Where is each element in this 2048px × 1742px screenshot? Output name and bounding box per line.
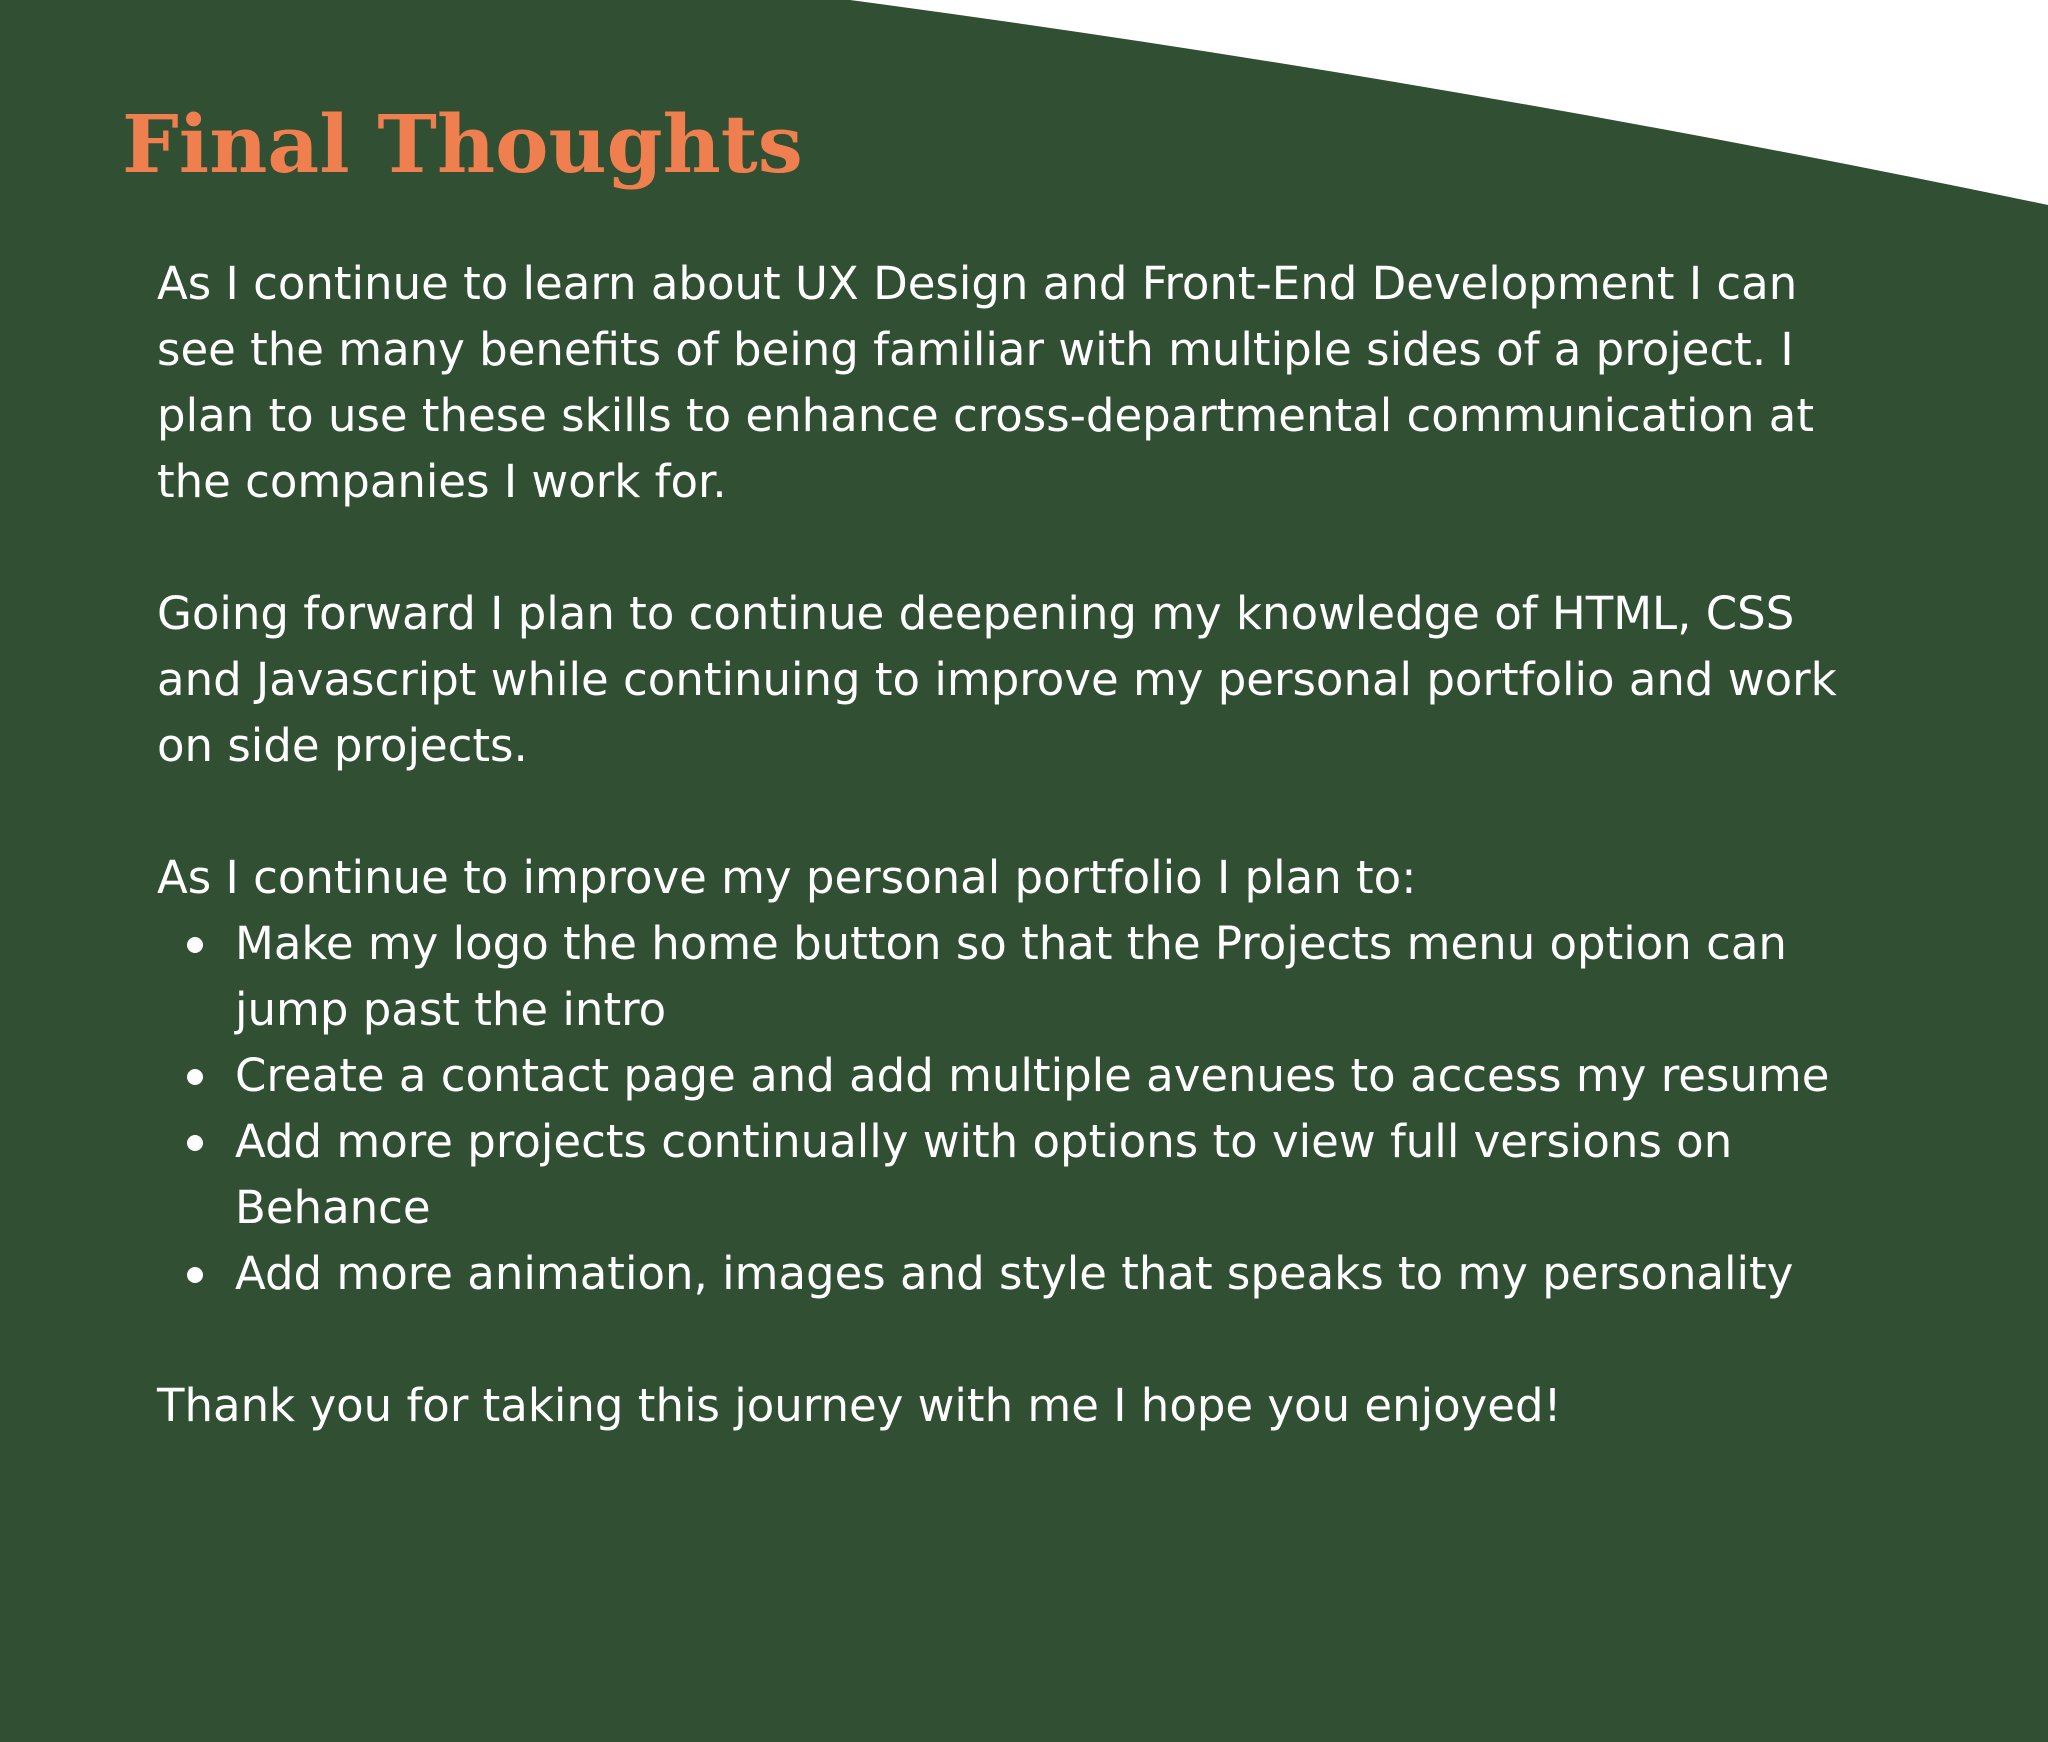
white-corner-curve [850,0,2048,205]
spacer [157,515,1877,581]
closing-line: Thank you for taking this journey with m… [157,1379,1562,1432]
paragraph-going-forward: Going forward I plan to continue deepeni… [157,587,1837,772]
list-item: Add more animation, images and style tha… [157,1241,1877,1307]
spacer [157,779,1877,845]
content-body: As I continue to learn about UX Design a… [157,251,1877,1439]
paragraph-ux-development: As I continue to learn about UX Design a… [157,257,1815,508]
paragraph-portfolio-intro: As I continue to improve my personal por… [157,851,1417,904]
page-title: Final Thoughts [122,97,803,191]
spacer [157,1307,1877,1373]
list-item: Make my logo the home button so that the… [157,911,1877,1043]
list-item-text: Add more projects continually with optio… [235,1115,1733,1234]
bullet-icon [187,1069,203,1085]
list-item: Add more projects continually with optio… [157,1109,1877,1241]
list-item: Create a contact page and add multiple a… [157,1043,1877,1109]
portfolio-plan-list: Make my logo the home button so that the… [157,911,1877,1307]
list-item-text: Add more animation, images and style tha… [235,1247,1794,1300]
bullet-icon [187,1135,203,1151]
bullet-icon [187,937,203,953]
list-item-text: Make my logo the home button so that the… [235,917,1787,1036]
list-item-text: Create a contact page and add multiple a… [235,1049,1830,1102]
bullet-icon [187,1267,203,1283]
